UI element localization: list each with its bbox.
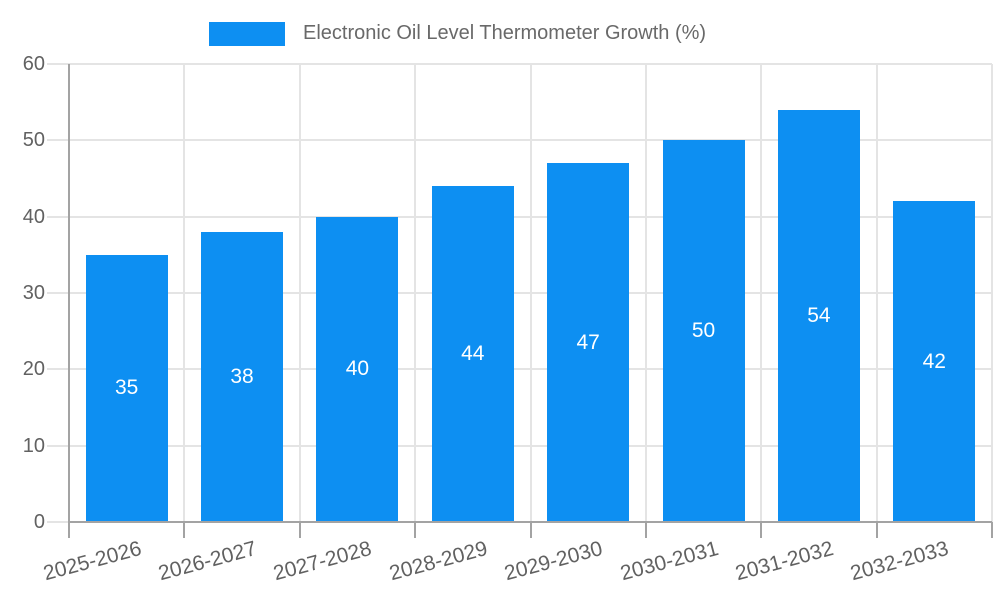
v-gridline [760, 64, 763, 522]
y-tick-label: 60 [22, 53, 45, 75]
bar[interactable] [662, 140, 745, 522]
bar-value-label: 35 [115, 376, 139, 400]
x-axis-tick [875, 522, 878, 538]
y-axis-tick [47, 215, 69, 218]
v-gridline [991, 64, 993, 522]
bar[interactable] [85, 254, 168, 522]
x-axis-tick [760, 522, 763, 538]
x-axis-tick [414, 522, 417, 538]
y-axis-tick [47, 139, 69, 142]
bar[interactable] [316, 216, 399, 522]
y-axis-tick [47, 368, 69, 371]
y-tick-label: 20 [22, 358, 45, 381]
y-axis-tick [47, 292, 69, 294]
x-axis-line [69, 521, 992, 523]
x-axis-tick [644, 522, 647, 538]
bar[interactable] [431, 186, 514, 522]
bar-value-label: 47 [576, 330, 600, 354]
bar-value-label: 50 [691, 319, 716, 343]
v-gridline [183, 64, 186, 522]
y-axis-tick [47, 521, 69, 523]
y-tick-label: 50 [22, 129, 45, 152]
y-axis-tick [47, 63, 69, 65]
x-axis-tick [298, 522, 301, 538]
legend-label: Electronic Oil Level Thermometer Growth … [303, 22, 707, 44]
y-axis-line [68, 64, 70, 522]
legend-swatch-icon [209, 21, 285, 46]
y-tick-label: 10 [22, 434, 45, 457]
bar[interactable] [547, 163, 630, 522]
y-axis-tick [47, 444, 69, 447]
y-tick-label: 30 [22, 282, 45, 304]
v-gridline [644, 64, 647, 522]
bar-value-label: 42 [922, 349, 946, 373]
bar[interactable] [777, 109, 860, 522]
x-axis-tick [68, 522, 70, 538]
bar[interactable] [201, 231, 284, 522]
x-axis-tick [991, 522, 993, 538]
v-gridline [529, 64, 532, 522]
y-tick-label: 0 [33, 511, 45, 533]
x-axis-tick [529, 522, 532, 538]
bar-value-label: 54 [807, 303, 831, 327]
bar-value-label: 44 [461, 342, 485, 366]
v-gridline [298, 64, 301, 522]
bar[interactable] [893, 201, 976, 522]
y-tick-label: 40 [22, 205, 45, 228]
v-gridline [414, 64, 417, 522]
v-gridline [875, 64, 878, 522]
bar-value-label: 40 [345, 357, 370, 381]
x-axis-tick [183, 522, 186, 538]
bar-value-label: 38 [230, 364, 254, 388]
chart-legend[interactable]: Electronic Oil Level Thermometer Growth … [209, 21, 706, 46]
